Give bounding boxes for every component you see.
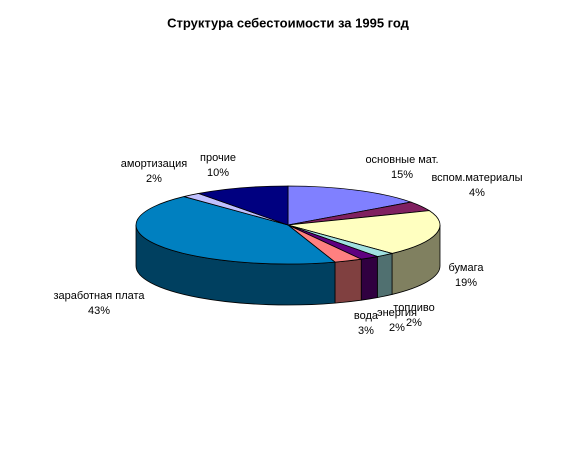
slice-label: вспом.материалы [431, 172, 522, 184]
slice-value-label: 2% [146, 173, 162, 185]
slice [135, 196, 337, 265]
slice-value-label: 19% [455, 277, 477, 289]
slice-label: бумага [448, 262, 484, 274]
slice-value-label: 15% [391, 169, 413, 181]
slice-label: вода [354, 310, 379, 322]
slice-value-label: 3% [358, 325, 374, 337]
slice-label: топливо [393, 302, 434, 314]
slice-label: энергия [377, 307, 417, 319]
chart-title: Структура себестоимости за 1995 год [167, 15, 410, 30]
slice-side [360, 256, 378, 301]
slice [287, 210, 441, 254]
slice-label: основные мат. [365, 154, 438, 166]
slice [287, 185, 413, 226]
slice-value-label: 2% [406, 317, 422, 329]
slice-label: заработная плата [53, 290, 145, 302]
slice-side [334, 258, 362, 304]
slice-label: прочие [200, 152, 236, 164]
slice-side [376, 252, 393, 299]
slice-value-label: 43% [88, 305, 110, 317]
slice-label: амортизация [121, 158, 187, 170]
slice-value-label: 4% [469, 187, 485, 199]
slice [197, 185, 289, 226]
slice-value-label: 2% [389, 322, 405, 334]
slice-value-label: 10% [207, 167, 229, 179]
